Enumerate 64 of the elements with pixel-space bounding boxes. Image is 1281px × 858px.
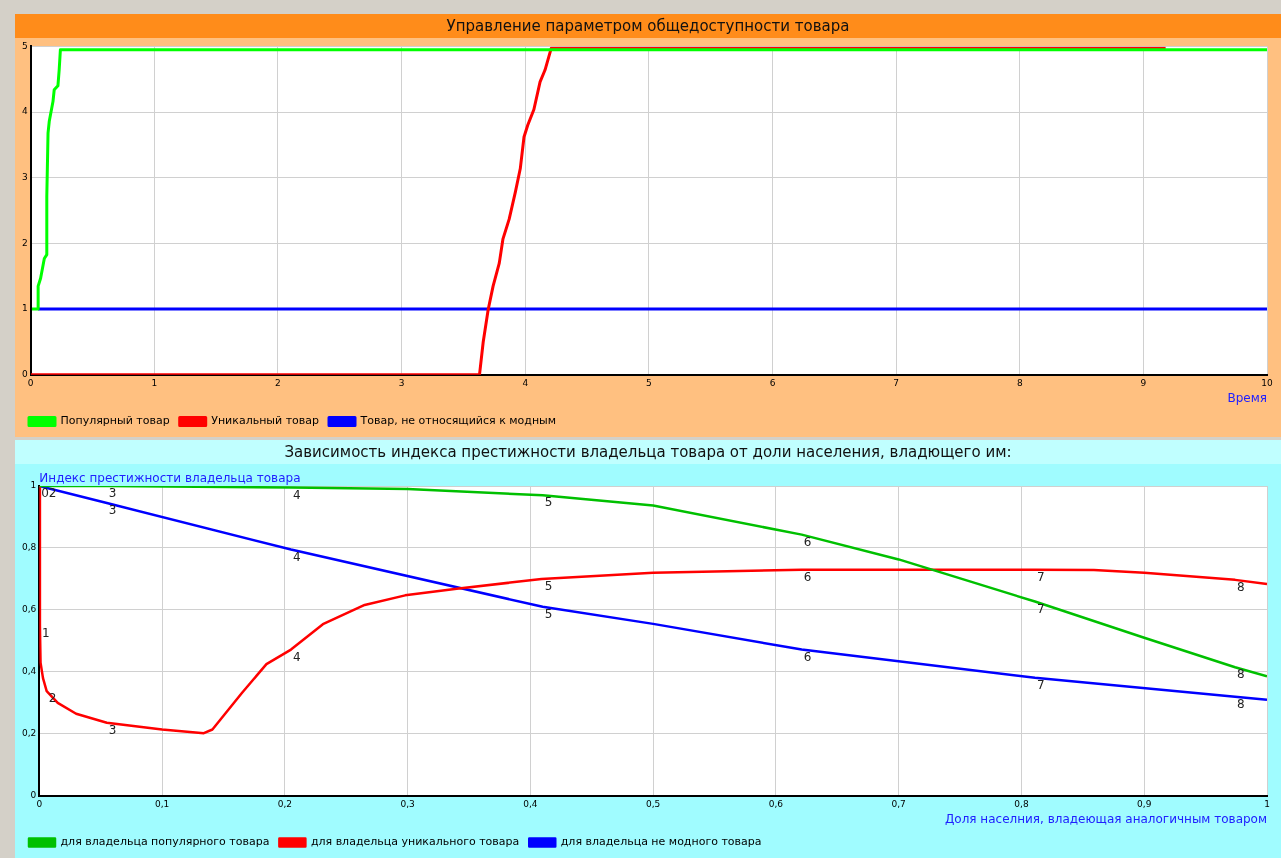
annotation: 4 bbox=[292, 487, 301, 502]
chart-title: Управление параметром общедоступности товара bbox=[15, 14, 1281, 38]
y-tick-label: 0,8 bbox=[21, 542, 37, 553]
x-tick-label: 1 bbox=[1264, 798, 1270, 809]
y-tick-label: 1 bbox=[21, 303, 28, 314]
x-tick-label: 0,4 bbox=[523, 798, 538, 809]
x-tick-label: 3 bbox=[398, 377, 405, 388]
y-tick-label: 0 bbox=[30, 790, 37, 801]
annotation: 0 bbox=[41, 486, 49, 501]
annotation: 3 bbox=[108, 503, 117, 518]
legend-label: Популярный товар bbox=[60, 414, 170, 428]
x-tick-label: 7 bbox=[893, 377, 899, 388]
y-tick-label: 0,6 bbox=[21, 604, 37, 615]
x-tick-label: 0,5 bbox=[645, 798, 661, 809]
annotation: 5 bbox=[544, 495, 553, 510]
annotation: 4 bbox=[292, 649, 301, 664]
legend-label: для владельца уникального товара bbox=[310, 835, 520, 849]
y-tick-label: 3 bbox=[21, 172, 28, 183]
annotation: 7 bbox=[1036, 601, 1045, 616]
annotation: 3 bbox=[108, 722, 117, 737]
annotation: 8 bbox=[1237, 579, 1245, 594]
x-tick-label: 0,6 bbox=[768, 798, 784, 809]
y-tick-label: 5 bbox=[21, 40, 28, 51]
y-tick-label: 1 bbox=[30, 480, 37, 491]
legend-label: для владельца популярного товара bbox=[60, 835, 270, 849]
x-tick-label: 0,9 bbox=[1137, 798, 1152, 809]
annotation: 5 bbox=[544, 579, 553, 594]
x-tick-label: 0,8 bbox=[1014, 798, 1029, 809]
y-tick-label: 0,2 bbox=[21, 728, 37, 739]
x-tick-label: 9 bbox=[1140, 377, 1147, 388]
legend-label: Товар, не относящийся к модным bbox=[359, 414, 557, 428]
x-tick-label: 8 bbox=[1016, 377, 1023, 388]
x-tick-label: 10 bbox=[1261, 377, 1273, 388]
annotation: 1 bbox=[41, 625, 50, 640]
x-tick-label: 1 bbox=[151, 377, 158, 388]
x-axis-title: Доля населния, владеющая аналогичным товаром bbox=[944, 811, 1267, 826]
x-tick-label: 6 bbox=[769, 377, 776, 388]
annotation: 2 bbox=[48, 486, 57, 501]
y-tick-label: 0,4 bbox=[21, 666, 37, 677]
x-tick-label: 0,7 bbox=[891, 798, 906, 809]
annotation: 6 bbox=[803, 569, 812, 584]
legend-label: для владельца не модного товара bbox=[560, 835, 762, 849]
chart-title: Зависимость индекса престижности владельца товара от доли населения, владющего им: bbox=[15, 440, 1281, 464]
x-tick-label: 5 bbox=[646, 377, 652, 388]
annotation: 6 bbox=[803, 649, 812, 664]
y-tick-label: 2 bbox=[21, 237, 28, 248]
x-tick-label: 0,3 bbox=[400, 798, 415, 809]
y-tick-label: 4 bbox=[21, 106, 28, 117]
y-axis-title: Индекс престижности владельца товара bbox=[39, 471, 301, 486]
annotation: 6 bbox=[803, 534, 812, 549]
y-tick-label: 0 bbox=[21, 369, 28, 380]
annotation: 5 bbox=[544, 606, 553, 621]
annotation: 7 bbox=[1036, 569, 1045, 584]
legend-label: Уникальный товар bbox=[211, 414, 320, 428]
annotation: 7 bbox=[1036, 677, 1045, 692]
annotation: 8 bbox=[1237, 696, 1245, 711]
x-tick-label: 2 bbox=[275, 377, 281, 388]
x-tick-label: 4 bbox=[522, 377, 529, 388]
x-tick-label: 0,1 bbox=[154, 798, 170, 809]
annotation: 4 bbox=[292, 549, 301, 564]
annotation: 3 bbox=[108, 486, 117, 501]
annotation: 8 bbox=[1237, 667, 1245, 682]
x-axis-title: Время bbox=[1227, 390, 1267, 405]
x-tick-label: 0,2 bbox=[277, 798, 293, 809]
